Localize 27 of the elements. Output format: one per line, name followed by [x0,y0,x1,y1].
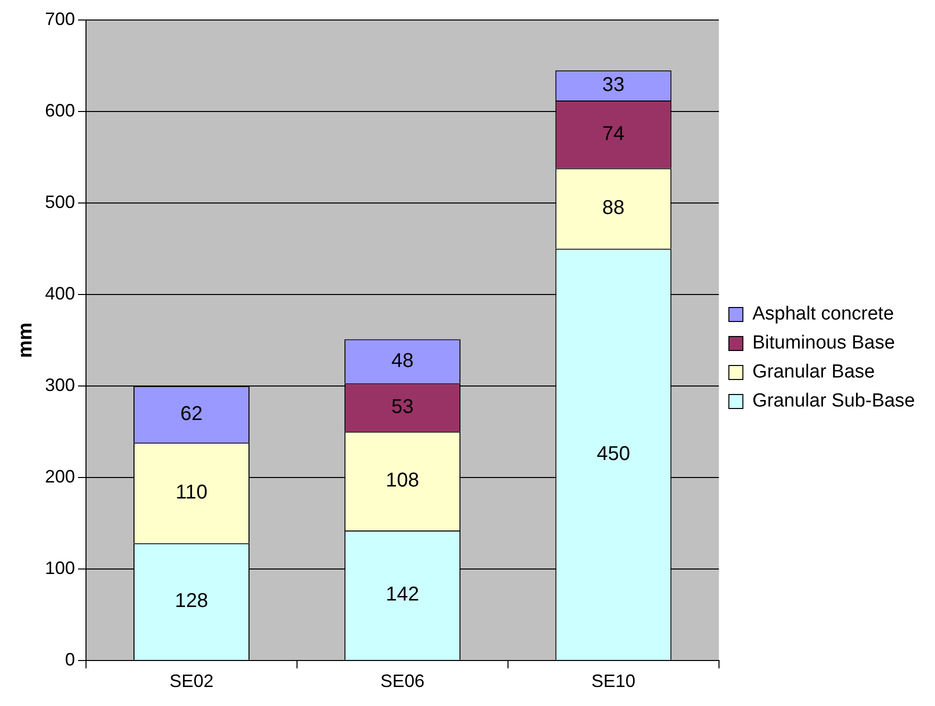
y-tick-label: 600 [44,100,76,120]
legend-label: Granular Sub-Base [752,390,916,412]
data-label: 142 [386,584,420,606]
y-tick-label: 100 [44,558,76,578]
y-tick-label: 300 [44,374,76,395]
y-axis-title: mm [14,322,37,358]
y-tick-label: 700 [44,8,76,29]
legend-label: Asphalt concrete [752,304,894,325]
x-tick-label: SE10 [591,671,636,692]
y-tick-label: 200 [44,466,76,486]
legend-label: Granular Base [752,362,875,383]
data-label: 33 [602,74,625,96]
data-label: 74 [602,122,625,145]
data-label: 110 [176,481,208,504]
data-label: 128 [174,590,208,612]
data-label: 53 [391,396,414,418]
y-tick-label: 400 [44,283,76,304]
data-label: 48 [391,350,414,372]
y-tick-label: 0 [65,649,76,670]
x-tick-label: SE02 [169,671,214,692]
data-label: 108 [386,470,420,492]
x-tick-label: SE06 [380,671,424,692]
data-label: 88 [602,196,625,219]
data-label: 62 [180,402,203,425]
legend-label: Bituminous Base [752,332,895,354]
y-tick-label: 500 [44,192,76,212]
data-label: 450 [596,442,630,465]
